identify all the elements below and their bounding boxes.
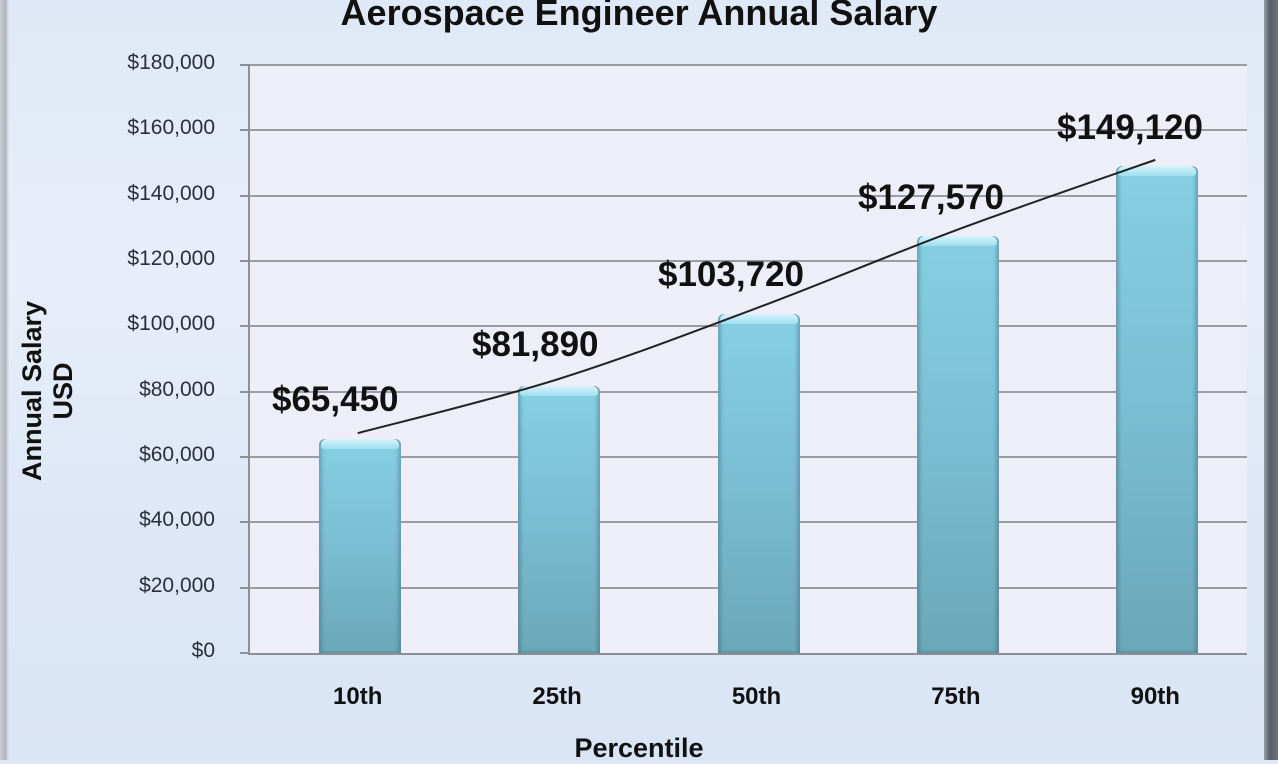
bar-75th (916, 236, 999, 653)
y-tick-mark (240, 652, 250, 654)
x-tick-label: 50th (731, 683, 782, 710)
gridline (250, 260, 1247, 262)
y-tick-label: $0 (191, 639, 215, 662)
y-tick-label: $120,000 (127, 247, 215, 270)
x-tick-label: 75th (931, 683, 981, 710)
gridline (250, 194, 1247, 197)
gridline (250, 129, 1247, 132)
gridline (250, 64, 1247, 66)
bar-25th (518, 385, 601, 653)
y-tick-label: $100,000 (127, 312, 215, 336)
data-label: $149,120 (1057, 108, 1203, 147)
y-tick-mark (240, 456, 250, 458)
y-tick-label: $160,000 (127, 116, 215, 140)
x-axis-title: Percentile (574, 733, 704, 763)
y-tick-label: $80,000 (139, 377, 215, 401)
bar-50th (717, 314, 800, 653)
y-tick-label: $140,000 (127, 181, 215, 205)
y-tick-mark (240, 260, 250, 262)
chart-frame-left (0, 0, 9, 760)
y-tick-mark (240, 64, 250, 66)
y-tick-mark (240, 194, 250, 197)
data-label: $127,570 (858, 178, 1004, 217)
data-label: $65,450 (272, 380, 399, 419)
data-label: $81,890 (472, 325, 599, 364)
chart-title: Aerospace Engineer Annual Salary (340, 0, 938, 33)
bar-10th (318, 439, 401, 653)
chart-frame-right (1264, 0, 1278, 760)
y-tick-label: $180,000 (127, 51, 215, 74)
y-tick-mark (240, 586, 250, 589)
y-tick-mark (240, 390, 250, 393)
x-tick-label: 90th (1130, 683, 1180, 710)
bar-90th (1116, 165, 1199, 653)
y-tick-label: $60,000 (139, 443, 215, 466)
y-tick-label: $40,000 (139, 508, 215, 532)
y-tick-mark (240, 129, 250, 132)
plot-area (240, 64, 1247, 655)
y-tick-mark (240, 325, 250, 328)
y-tick-mark (240, 521, 250, 524)
data-label: $103,720 (658, 255, 804, 294)
y-tick-label: $20,000 (139, 573, 215, 597)
x-tick-label: 25th (532, 683, 582, 710)
x-tick-label: 10th (333, 683, 383, 710)
